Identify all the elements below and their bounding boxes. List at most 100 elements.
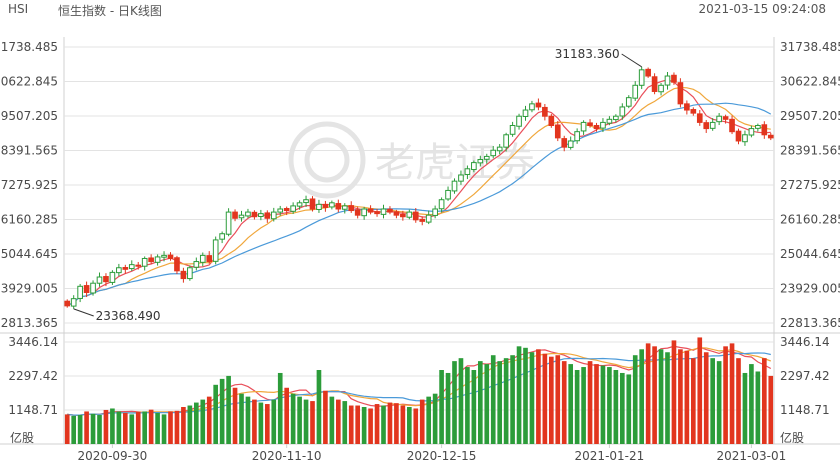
volume-bar <box>529 352 535 444</box>
candle-body <box>393 211 400 216</box>
candle-body <box>193 261 200 268</box>
candle-body <box>490 149 497 157</box>
volume-unit-right: 亿股 <box>780 430 804 445</box>
volume-bar <box>155 412 160 444</box>
candle-body <box>477 159 484 164</box>
candle-body <box>761 124 768 136</box>
candle-body <box>341 205 348 210</box>
candle-body <box>709 121 716 129</box>
candle-body <box>522 109 529 117</box>
volume-bar <box>271 399 277 444</box>
candle-body <box>703 122 710 130</box>
candle-body <box>671 74 677 83</box>
volume-bar <box>161 414 167 444</box>
price-tick-left: 25044.645 <box>0 247 58 261</box>
candle-body <box>567 140 574 148</box>
volume-bar <box>303 399 309 444</box>
volume-bar <box>503 358 509 444</box>
candle-body <box>90 282 96 294</box>
volume-bar <box>678 349 683 444</box>
volume-bar <box>723 346 728 444</box>
candle-body <box>451 180 458 192</box>
volume-bar <box>64 414 70 444</box>
volume-bar <box>600 365 606 444</box>
candle-body <box>638 69 645 86</box>
volume-bar <box>219 378 225 444</box>
volume-bar <box>116 411 122 444</box>
volume-bar <box>348 405 354 444</box>
volume-bar <box>626 374 632 444</box>
candle-body <box>245 211 251 217</box>
candle-body <box>303 199 309 204</box>
volume-bar <box>206 396 212 444</box>
candle-body <box>406 211 413 218</box>
candle-body <box>471 162 477 171</box>
volume-bar <box>129 414 135 444</box>
candle-body <box>619 106 626 117</box>
volume-bar <box>484 364 490 444</box>
candle-body <box>529 103 535 111</box>
volume-bar <box>394 403 399 444</box>
candle-body <box>154 256 161 263</box>
price-ma-lines <box>66 79 772 307</box>
candle-body <box>251 211 258 218</box>
volume-bar <box>419 399 425 444</box>
candle-body <box>225 211 232 235</box>
candle-body <box>587 122 593 126</box>
candle-body <box>458 174 464 182</box>
candle-body <box>742 134 748 143</box>
volume-bar <box>458 358 464 444</box>
candle-body <box>77 285 83 299</box>
volume-bar <box>594 364 599 444</box>
candle-body <box>542 106 548 117</box>
candle-body <box>135 264 142 267</box>
x-tick-label: 2020-11-10 <box>252 449 322 463</box>
volume-bar <box>445 372 451 444</box>
candle-body <box>696 113 703 123</box>
volume-bar <box>742 372 748 444</box>
volume-tick-right: 1148.71 <box>780 403 830 417</box>
volume-tick-left: 3446.14 <box>8 335 58 349</box>
x-tick-label: 2021-03-01 <box>717 449 787 463</box>
volume-bar <box>658 349 664 444</box>
volume-bar <box>310 401 315 444</box>
high-label: 31183.360 <box>555 47 620 61</box>
volume-bar <box>168 411 173 444</box>
candle-body <box>264 212 271 219</box>
candle-body <box>219 233 225 240</box>
ma5-line <box>66 79 771 307</box>
candle-body <box>755 124 761 129</box>
volume-bar <box>187 405 193 444</box>
volume-bar <box>71 415 77 444</box>
candle-body <box>232 211 238 219</box>
volume-bar <box>84 411 89 444</box>
ma10-line <box>66 86 771 307</box>
candle-body <box>593 124 600 130</box>
volume-bar <box>97 414 102 444</box>
candle-body <box>187 267 193 280</box>
volume-bar <box>103 409 109 444</box>
candle-body <box>561 138 568 148</box>
candle-body <box>574 131 580 142</box>
chart-symbol: HSI <box>8 2 29 16</box>
candle-body <box>767 134 774 139</box>
low-leader-line <box>73 308 94 317</box>
volume-bar <box>387 402 393 444</box>
price-tick-right: 30622.845 <box>780 75 840 89</box>
price-tick-left: 26160.285 <box>0 213 58 227</box>
price-tick-right: 28391.565 <box>780 144 840 158</box>
candle-body <box>535 102 542 108</box>
candle-body <box>735 130 742 142</box>
volume-bar <box>135 412 141 444</box>
candle-body <box>632 84 639 99</box>
x-tick-label: 2021-01-21 <box>575 449 645 463</box>
candle-body <box>70 298 77 307</box>
candle-body <box>148 257 154 263</box>
candle-body <box>664 75 671 86</box>
candle-body <box>335 203 342 210</box>
candle-body <box>387 208 393 213</box>
candle-body <box>464 168 471 175</box>
candle-body <box>161 254 167 258</box>
chart-timestamp: 2021-03-15 09:24:08 <box>698 2 826 16</box>
